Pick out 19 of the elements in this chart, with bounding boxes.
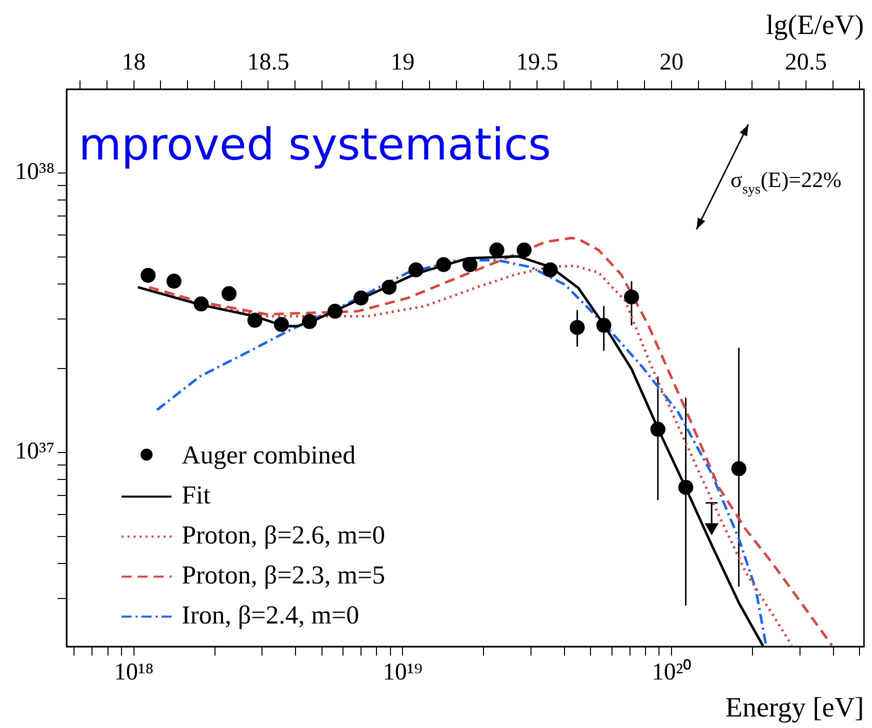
legend-label: Fit <box>182 480 212 510</box>
legend-label: Auger combined <box>182 440 356 470</box>
y-tick-label: 10³⁸ <box>15 159 55 186</box>
x-axis-title: Energy [eV] <box>725 692 864 724</box>
x2-tick-label: 19.5 <box>516 49 558 76</box>
legend-label: Iron, β=2.4, m=0 <box>182 600 360 630</box>
x2-tick-label: 18.5 <box>247 49 290 76</box>
legend-label: Proton, β=2.3, m=5 <box>182 560 386 590</box>
x-tick-label: 10²⁰ <box>652 658 692 686</box>
x2-tick-label: 18 <box>122 49 146 76</box>
annotation: mproved systematics <box>78 119 552 170</box>
x2-tick-label: 20.5 <box>784 49 827 76</box>
x2-tick-label: 20 <box>659 49 684 76</box>
x2-tick-label: 19 <box>390 49 415 76</box>
x-tick-label: 10¹⁹ <box>382 659 422 686</box>
legend-label: Proton, β=2.6, m=0 <box>182 520 386 550</box>
y-tick-label: 10³⁷ <box>15 438 55 465</box>
x-tick-label: 10¹⁸ <box>114 659 154 686</box>
x2-axis-title: lg(E/eV) <box>766 10 864 42</box>
